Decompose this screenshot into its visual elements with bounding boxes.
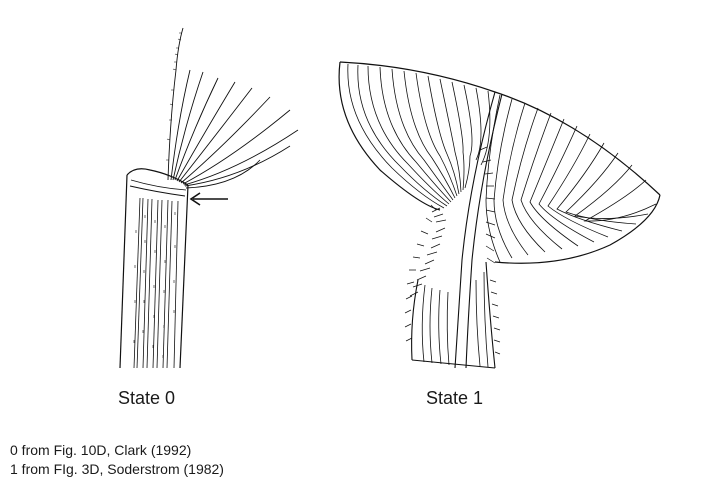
state0-blade-hairs <box>166 32 182 161</box>
state1-right-lobe-veins <box>485 94 657 263</box>
credit-line-state1: 1 from FIg. 3D, Soderstrom (1982) <box>10 461 224 477</box>
ligule-arrow <box>189 192 228 206</box>
state0-stipple <box>133 212 176 358</box>
state1-midrib <box>454 91 503 369</box>
state1-label: State 1 <box>426 388 484 408</box>
state0-label: State 0 <box>118 388 176 408</box>
credit-line-state0: 0 from Fig. 10D, Clark (1992) <box>10 442 192 458</box>
state0-drawing <box>119 27 299 369</box>
state0-ribs <box>133 197 179 369</box>
state1-drawing <box>338 61 661 369</box>
state0-sheath <box>119 168 189 369</box>
state1-left-lobe-veins <box>347 63 491 209</box>
state1-sheath <box>411 261 496 369</box>
state1-hair-tuft <box>404 146 501 355</box>
state0-blade-veins <box>167 27 299 189</box>
